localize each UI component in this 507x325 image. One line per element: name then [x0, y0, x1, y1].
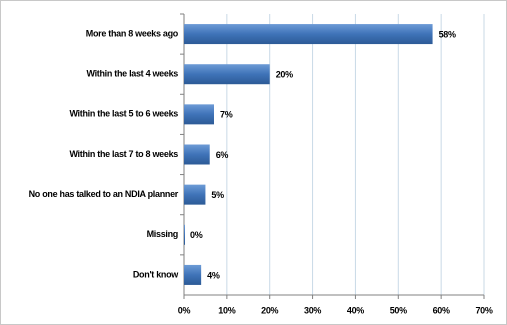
- y-tick-label: No one has talked to an NDIA planner: [29, 189, 179, 199]
- y-tick-label: Within the last 4 weeks: [86, 69, 178, 79]
- bar: [184, 264, 202, 285]
- y-tick-label: Missing: [147, 229, 178, 239]
- bar: [184, 144, 210, 165]
- bar: [184, 104, 214, 125]
- y-tick-label: Within the last 5 to 6 weeks: [69, 109, 178, 119]
- y-tick-label: Within the last 7 to 8 weeks: [69, 149, 178, 159]
- bar: [184, 64, 270, 85]
- x-tick-label: 50%: [390, 305, 407, 315]
- value-label: 20%: [276, 70, 293, 80]
- value-label: 0%: [190, 230, 203, 240]
- bar: [184, 184, 206, 205]
- y-tick-label: Don't know: [133, 269, 179, 279]
- x-tick-label: 70%: [475, 305, 492, 315]
- x-tick-label: 10%: [218, 305, 235, 315]
- bar: [184, 224, 185, 245]
- value-label: 58%: [439, 29, 456, 39]
- x-tick-label: 20%: [261, 305, 278, 315]
- value-label: 7%: [220, 110, 233, 120]
- x-tick-label: 0%: [178, 305, 191, 315]
- value-label: 4%: [207, 270, 220, 280]
- y-tick-label: More than 8 weeks ago: [86, 28, 179, 38]
- x-tick-label: 60%: [433, 305, 450, 315]
- value-label: 6%: [216, 150, 229, 160]
- bar: [184, 24, 433, 45]
- value-label: 5%: [211, 190, 224, 200]
- x-tick-label: 40%: [347, 305, 364, 315]
- x-tick-label: 30%: [304, 305, 321, 315]
